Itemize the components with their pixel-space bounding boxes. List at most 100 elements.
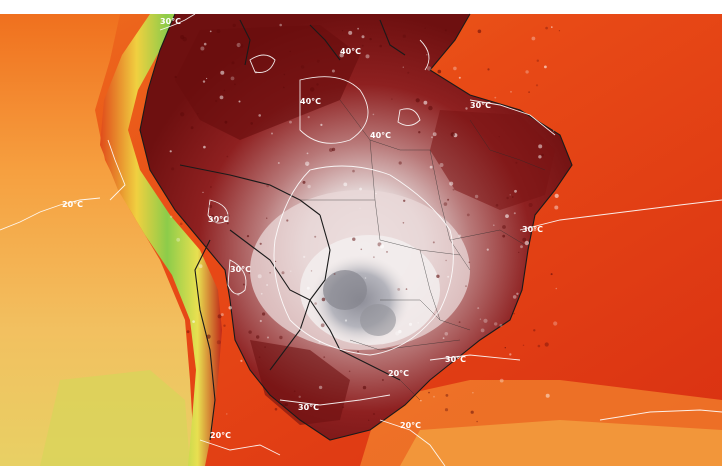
terrain-speckle [544,65,547,69]
terrain-speckle [476,420,478,423]
terrain-speckle [228,306,232,310]
terrain-speckle [339,53,344,58]
terrain-speckle [493,224,495,226]
terrain-speckle [259,242,262,245]
terrain-speckle [516,292,519,295]
terrain-speckle [286,219,289,222]
terrain-speckle [428,391,430,394]
terrain-speckle [499,323,503,327]
top-margin [0,0,722,14]
terrain-speckle [515,161,518,164]
terrain-speckle [318,341,321,344]
terrain-speckle [522,237,527,242]
terrain-speckle [453,66,457,71]
terrain-speckle [170,215,173,218]
central-gray-core-2 [360,304,396,336]
andes-mountains [100,14,222,466]
terrain-speckle [439,163,444,167]
terrain-speckle [468,261,471,264]
contour-label: 30°C [160,17,181,26]
terrain-speckle [375,192,377,195]
terrain-speckle [318,340,321,343]
terrain-speckle [551,26,553,28]
terrain-speckle [271,132,273,135]
terrain-speckle [528,91,530,93]
terrain-speckle [232,23,236,27]
terrain-speckle [267,336,269,339]
terrain-speckle [226,155,229,158]
terrain-speckle [545,26,548,30]
terrain-speckle [528,203,533,207]
terrain-speckle [458,76,461,79]
terrain-speckle [402,66,404,68]
terrain-speckle [260,292,263,295]
terrain-speckle [437,69,442,74]
terrain-speckle [202,191,204,193]
terrain-speckle [305,102,308,105]
terrain-speckle [506,196,509,200]
terrain-speckle [211,214,214,218]
terrain-speckle [397,288,401,291]
terrain-speckle [310,87,315,92]
terrain-speckle [171,167,175,171]
terrain-speckle [395,331,400,336]
terrain-speckle [277,162,280,164]
terrain-speckle [331,69,335,73]
terrain-speckle [436,274,440,278]
terrain-speckle [432,241,435,244]
terrain-speckle [209,186,212,188]
terrain-speckle [254,71,257,74]
terrain-speckle [487,68,490,71]
contour-label: 30°C [522,225,543,234]
terrain-speckle [223,89,226,92]
terrain-speckle [281,271,285,275]
amazon-extreme-zone [175,25,360,140]
terrain-speckle [283,73,286,76]
terrain-speckle [373,256,375,258]
terrain-speckle [403,199,406,202]
terrain-speckle [444,332,449,336]
terrain-speckle [298,395,301,398]
terrain-speckle [402,34,406,38]
terrain-speckle [266,284,269,286]
terrain-speckle [525,70,529,74]
terrain-speckle [520,245,523,249]
terrain-speckle [234,83,236,86]
terrain-speckle [423,100,428,105]
terrain-speckle [428,105,433,111]
terrain-speckle [320,123,323,126]
terrain-speckle [415,98,420,103]
terrain-speckle [359,207,361,209]
terrain-speckle [213,219,217,223]
terrain-speckle [495,204,499,207]
terrain-speckle [365,54,370,59]
terrain-speckle [306,286,310,290]
contour-label: 40°C [340,47,361,56]
terrain-speckle [447,275,450,278]
terrain-speckle [535,84,539,87]
contour-label: 40°C [370,131,391,140]
terrain-speckle [558,30,561,32]
terrain-speckle [402,222,405,224]
terrain-speckle [498,136,500,138]
terrain-speckle [509,353,512,356]
terrain-speckle [550,273,553,276]
terrain-speckle [504,347,506,349]
terrain-speckle [352,169,355,173]
terrain-speckle [512,295,517,299]
terrain-speckle [259,319,262,323]
terrain-speckle [514,189,517,193]
terrain-speckle [465,285,467,287]
terrain-speckle [405,288,408,290]
terrain-speckle [426,54,428,56]
terrain-speckle [248,272,251,274]
terrain-speckle [341,30,344,32]
terrain-speckle [316,83,319,86]
terrain-speckle [236,42,241,48]
pacific-ocean [0,14,195,466]
terrain-speckle [250,122,253,125]
terrain-speckle [522,344,525,346]
terrain-speckle [398,161,402,165]
terrain-speckle [458,321,461,323]
terrain-speckle [372,412,376,416]
